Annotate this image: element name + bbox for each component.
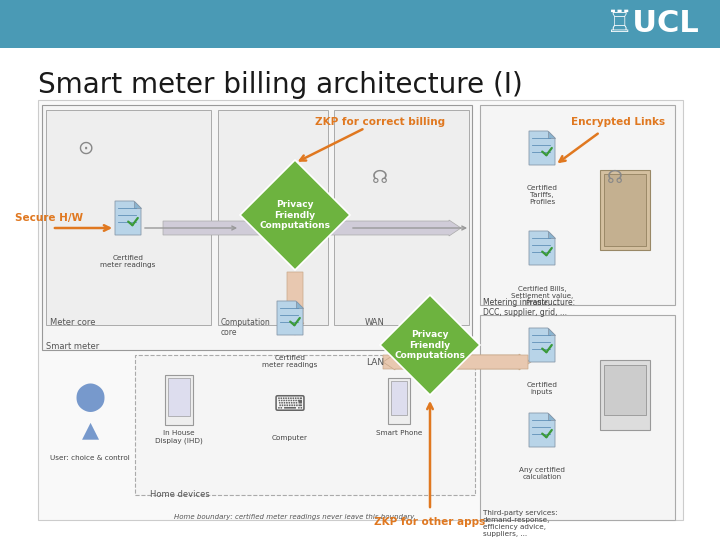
Text: Certified
Tariffs,
Profiles: Certified Tariffs, Profiles bbox=[526, 185, 557, 205]
Bar bbox=[388, 378, 410, 424]
FancyArrow shape bbox=[163, 220, 461, 236]
Text: ☊: ☊ bbox=[372, 169, 388, 187]
Text: Secure H/W: Secure H/W bbox=[15, 213, 83, 223]
Text: In House
Display (IHD): In House Display (IHD) bbox=[155, 430, 203, 443]
Text: Metering infrastructure:
DCC, supplier, grid, ...: Metering infrastructure: DCC, supplier, … bbox=[483, 298, 575, 318]
Text: Home devices: Home devices bbox=[150, 490, 210, 499]
Polygon shape bbox=[115, 201, 141, 235]
Polygon shape bbox=[380, 295, 480, 395]
Text: ⌨: ⌨ bbox=[274, 395, 306, 415]
Text: ⬤: ⬤ bbox=[74, 384, 106, 412]
Polygon shape bbox=[548, 231, 555, 238]
Text: Home boundary: certified meter readings never leave this boundary.: Home boundary: certified meter readings … bbox=[174, 514, 416, 520]
Polygon shape bbox=[529, 413, 555, 447]
Bar bbox=[600, 360, 650, 430]
Text: ZKP for other apps: ZKP for other apps bbox=[374, 517, 485, 527]
Text: Any certified
calculation: Any certified calculation bbox=[519, 467, 565, 480]
Bar bbox=[604, 365, 646, 415]
Text: LAN: LAN bbox=[366, 358, 384, 367]
Bar bbox=[42, 105, 472, 350]
Polygon shape bbox=[548, 413, 555, 420]
Text: Meter core: Meter core bbox=[50, 318, 96, 327]
Text: ZKP for correct billing: ZKP for correct billing bbox=[315, 117, 445, 127]
Text: WAN: WAN bbox=[365, 318, 385, 327]
Text: Computer: Computer bbox=[272, 435, 308, 441]
Text: Smart meter: Smart meter bbox=[46, 342, 99, 351]
Text: Certified
meter readings: Certified meter readings bbox=[262, 355, 318, 368]
Text: Certified
inputs: Certified inputs bbox=[526, 382, 557, 395]
Text: Privacy
Friendly
Computations: Privacy Friendly Computations bbox=[395, 330, 466, 360]
FancyArrow shape bbox=[286, 272, 304, 335]
Polygon shape bbox=[277, 301, 303, 335]
Text: Computation
core: Computation core bbox=[221, 318, 271, 338]
Text: Certified
meter readings: Certified meter readings bbox=[100, 255, 156, 268]
Polygon shape bbox=[529, 131, 555, 165]
Polygon shape bbox=[529, 231, 555, 265]
Bar bbox=[46, 110, 211, 325]
Text: Encrypted Links: Encrypted Links bbox=[571, 117, 665, 127]
Bar bbox=[135, 355, 475, 495]
Polygon shape bbox=[296, 301, 303, 308]
Polygon shape bbox=[134, 201, 141, 208]
Bar bbox=[480, 105, 675, 305]
Text: Privacy
Friendly
Computations: Privacy Friendly Computations bbox=[259, 200, 330, 230]
Bar bbox=[480, 315, 675, 520]
Text: ▲: ▲ bbox=[81, 420, 99, 440]
Bar bbox=[604, 174, 646, 246]
Polygon shape bbox=[240, 160, 350, 270]
FancyArrow shape bbox=[383, 354, 531, 370]
Bar bbox=[38, 100, 683, 520]
Text: Smart meter billing architecture (I): Smart meter billing architecture (I) bbox=[38, 71, 523, 99]
Bar bbox=[165, 375, 193, 425]
Bar bbox=[600, 170, 650, 250]
Text: User: choice & control: User: choice & control bbox=[50, 455, 130, 461]
Bar bbox=[168, 378, 190, 416]
Polygon shape bbox=[548, 131, 555, 138]
Text: Certified Bills,
Settlement value,
Profile, ...: Certified Bills, Settlement value, Profi… bbox=[511, 286, 573, 306]
Bar bbox=[391, 381, 407, 415]
Text: Third-party services:
demand-response,
efficiency advice,
suppliers, ...: Third-party services: demand-response, e… bbox=[483, 510, 557, 537]
Text: Smart Phone: Smart Phone bbox=[376, 430, 422, 436]
Bar bbox=[0, 0, 720, 48]
Polygon shape bbox=[529, 328, 555, 362]
Polygon shape bbox=[548, 328, 555, 335]
FancyArrow shape bbox=[383, 354, 528, 370]
Text: ☊: ☊ bbox=[607, 169, 623, 187]
Bar bbox=[334, 110, 469, 325]
Text: ♖UCL: ♖UCL bbox=[606, 10, 700, 38]
Text: ⊙: ⊙ bbox=[77, 138, 93, 158]
Bar bbox=[218, 110, 328, 325]
